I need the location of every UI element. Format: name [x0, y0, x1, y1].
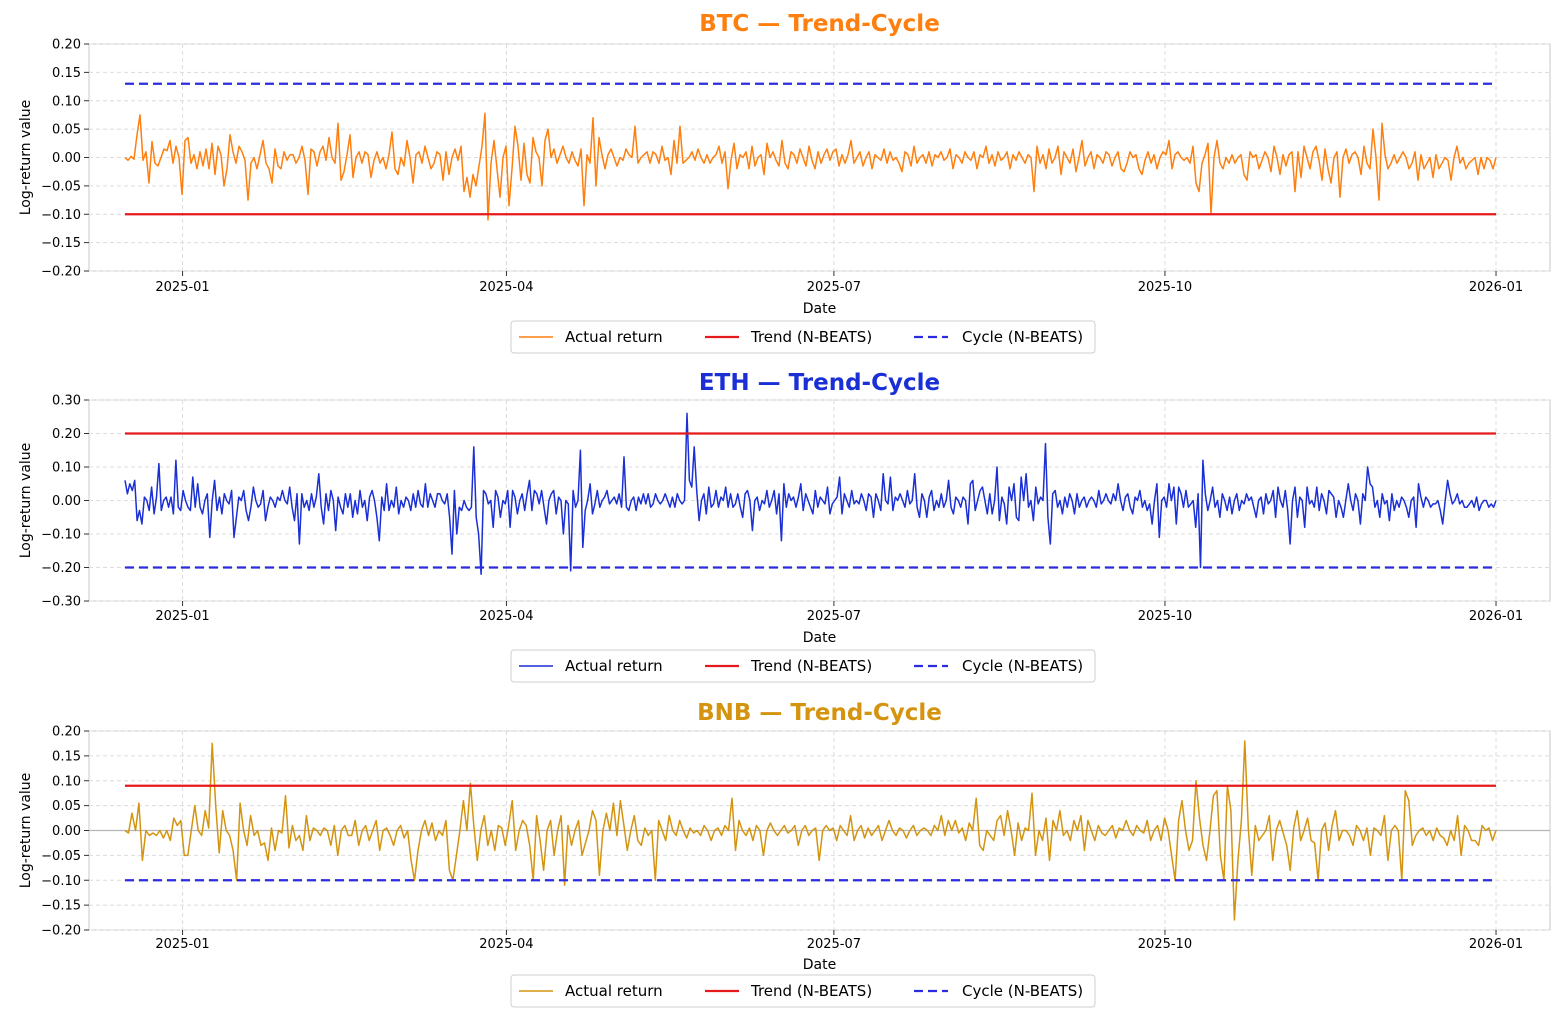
x-tick-label: 2026-01: [1469, 609, 1523, 624]
eth-panel: ETH — Trend-Cycle 0.30 0.20 0.10 0.00 −0.10 −…: [18, 370, 1551, 683]
chart-title: ETH — Trend-Cycle: [699, 370, 940, 396]
y-tick-labels: 0.30 0.20 0.10 0.00 −0.10 −0.20 −0.30: [41, 394, 89, 610]
x-tick-labels: 2025-01 2025-04 2025-07 2025-10 2026-01: [155, 271, 1523, 295]
y-tick-label: 0.00: [52, 824, 81, 839]
x-tick-label: 2025-07: [807, 609, 861, 624]
x-tick-label: 2025-04: [479, 609, 533, 624]
legend: Actual return Trend (N-BEATS) Cycle (N-B…: [510, 974, 1096, 1008]
legend-label-actual: Actual return: [565, 328, 663, 346]
legend-label-cycle: Cycle (N-BEATS): [962, 328, 1083, 346]
y-tick-label: −0.05: [41, 179, 81, 194]
y-tick-label: 0.15: [52, 66, 81, 81]
x-tick-label: 2025-01: [155, 609, 209, 624]
series-layer: [124, 82, 1497, 221]
legend-box: [510, 320, 1096, 354]
y-tick-label: −0.05: [41, 849, 81, 864]
y-axis-label: Log-return value: [18, 773, 34, 889]
x-axis-label: Date: [803, 957, 836, 973]
btc-panel: BTC — Trend-Cycle 0.20 0.15 0.10 0.05 0.00 −0…: [18, 11, 1551, 354]
legend-label-trend: Trend (N-BEATS): [750, 328, 872, 346]
x-axis-label: Date: [803, 630, 836, 646]
chart-title: BNB — Trend-Cycle: [697, 700, 942, 726]
y-tick-label: 0.05: [52, 799, 81, 814]
x-tick-label: 2025-01: [155, 937, 209, 952]
y-tick-labels: 0.20 0.15 0.10 0.05 0.00 −0.05 −0.10 −0.15 −0.20: [41, 725, 89, 939]
legend-label-actual: Actual return: [565, 982, 663, 1000]
legend-box: [510, 649, 1096, 683]
legend-label-actual: Actual return: [565, 657, 663, 675]
legend: Actual return Trend (N-BEATS) Cycle (N-B…: [510, 649, 1096, 683]
x-tick-label: 2025-04: [479, 280, 533, 295]
series-actual-return: [124, 740, 1497, 921]
y-tick-label: 0.20: [52, 38, 81, 53]
series-layer: [89, 740, 1550, 921]
legend-label-trend: Trend (N-BEATS): [750, 982, 872, 1000]
y-tick-label: 0.00: [52, 151, 81, 166]
y-tick-label: −0.10: [41, 528, 81, 543]
y-tick-label: −0.20: [41, 561, 81, 576]
legend: Actual return Trend (N-BEATS) Cycle (N-B…: [510, 320, 1096, 354]
y-tick-label: −0.10: [41, 874, 81, 889]
y-tick-label: 0.20: [52, 427, 81, 442]
legend-label-trend: Trend (N-BEATS): [750, 657, 872, 675]
y-tick-label: 0.30: [52, 394, 81, 409]
y-tick-label: −0.15: [41, 236, 81, 251]
y-tick-label: 0.15: [52, 749, 81, 764]
x-axis-label: Date: [803, 301, 836, 317]
y-tick-label: 0.05: [52, 123, 81, 138]
x-tick-label: 2025-07: [807, 937, 861, 952]
y-tick-label: 0.20: [52, 725, 81, 740]
legend-box: [510, 974, 1096, 1008]
y-tick-label: 0.10: [52, 774, 81, 789]
x-tick-label: 2026-01: [1469, 937, 1523, 952]
y-tick-label: −0.30: [41, 595, 81, 610]
x-tick-labels: 2025-01 2025-04 2025-07 2025-10 2026-01: [155, 930, 1523, 952]
x-tick-label: 2025-10: [1138, 280, 1192, 295]
y-tick-label: −0.10: [41, 208, 81, 223]
y-tick-label: 0.10: [52, 461, 81, 476]
y-tick-label: −0.20: [41, 924, 81, 939]
y-tick-label: 0.10: [52, 94, 81, 109]
y-tick-label: 0.00: [52, 494, 81, 509]
x-tick-label: 2025-10: [1138, 609, 1192, 624]
x-tick-label: 2025-01: [155, 280, 209, 295]
y-axis-label: Log-return value: [18, 443, 34, 559]
y-tick-labels: 0.20 0.15 0.10 0.05 0.00 −0.05 −0.10 −0.15 −0.20: [41, 38, 89, 280]
x-tick-label: 2025-07: [807, 280, 861, 295]
y-tick-label: −0.20: [41, 265, 81, 280]
series-actual-return: [124, 412, 1497, 575]
y-tick-label: −0.15: [41, 899, 81, 914]
series-layer: [124, 412, 1497, 575]
x-tick-label: 2025-10: [1138, 937, 1192, 952]
x-tick-label: 2025-04: [479, 937, 533, 952]
legend-label-cycle: Cycle (N-BEATS): [962, 982, 1083, 1000]
y-axis-label: Log-return value: [18, 100, 34, 216]
x-tick-labels: 2025-01 2025-04 2025-07 2025-10 2026-01: [155, 601, 1523, 624]
bnb-panel: BNB — Trend-Cycle 0.20 0.15 0.10 0.05 0.00 −0…: [18, 700, 1551, 1008]
series-actual-return: [124, 112, 1497, 221]
x-tick-label: 2026-01: [1469, 280, 1523, 295]
legend-label-cycle: Cycle (N-BEATS): [962, 657, 1083, 675]
chart-title: BTC — Trend-Cycle: [699, 11, 940, 37]
